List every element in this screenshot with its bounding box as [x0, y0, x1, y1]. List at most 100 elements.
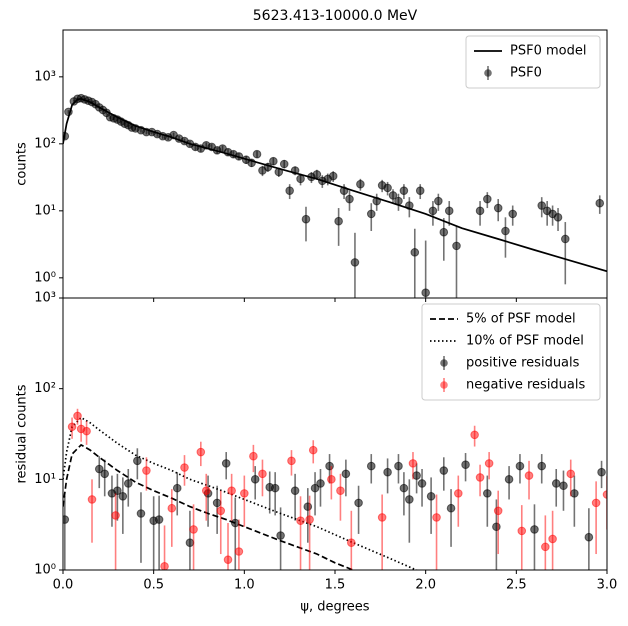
legend-label: positive residuals	[466, 356, 580, 371]
data-point	[285, 186, 294, 195]
data-point	[377, 513, 387, 522]
data-point	[230, 518, 240, 528]
data-point	[356, 179, 365, 189]
data-point	[274, 167, 284, 177]
data-point	[290, 486, 300, 495]
data-point	[405, 201, 414, 210]
data-point	[366, 209, 376, 219]
data-point	[570, 489, 579, 498]
data-point	[94, 464, 104, 474]
data-point	[383, 183, 392, 193]
data-point	[100, 469, 110, 479]
chart-title: 5623.413-10000.0 MeV	[253, 8, 418, 24]
data-point	[328, 171, 338, 181]
legend-label: PSF0	[510, 66, 542, 81]
data-point	[560, 234, 570, 244]
data-point	[524, 471, 534, 480]
data-point	[327, 475, 336, 484]
y-tick-label: 10³	[34, 69, 56, 84]
data-point	[347, 538, 356, 548]
data-point	[223, 555, 233, 564]
data-point	[508, 209, 518, 219]
data-point	[303, 502, 313, 511]
data-point	[111, 511, 120, 520]
data-point	[517, 526, 527, 536]
legend-marker	[440, 381, 448, 389]
data-point	[308, 445, 318, 455]
data-point	[305, 515, 314, 524]
y-tick-label: 10¹	[34, 203, 56, 218]
data-point	[584, 532, 594, 542]
data-point	[566, 469, 576, 479]
data-point	[515, 461, 525, 471]
data-point	[263, 162, 273, 172]
data-point	[136, 509, 146, 518]
data-point	[428, 206, 438, 216]
data-point	[310, 483, 320, 493]
data-point	[537, 201, 547, 210]
legend-label: 5% of PSF model	[466, 312, 576, 327]
data-point	[189, 525, 198, 534]
data-point	[287, 456, 296, 466]
plot-area	[63, 408, 607, 570]
data-point	[444, 206, 454, 216]
x-tick-label: 2.5	[506, 578, 527, 593]
x-tick-label: 0.0	[53, 578, 74, 593]
y-axis-label: counts	[15, 142, 30, 186]
data-point	[123, 479, 133, 488]
data-point	[234, 152, 244, 161]
data-point	[296, 174, 305, 184]
data-point	[372, 196, 382, 206]
data-point	[269, 156, 278, 166]
data-point	[290, 166, 300, 175]
y-tick-label: 10⁰	[34, 563, 56, 578]
data-point	[551, 479, 561, 488]
data-point	[63, 131, 70, 141]
data-point	[434, 196, 443, 206]
data-point	[432, 513, 441, 522]
data-point	[301, 214, 311, 224]
data-point	[133, 456, 142, 466]
data-point	[504, 475, 514, 484]
legend-label: 10% of PSF model	[466, 334, 584, 349]
data-point	[412, 471, 421, 480]
data-point	[383, 467, 392, 477]
data-point	[484, 459, 494, 468]
x-axis-label: ψ, degrees	[300, 600, 369, 615]
data-point	[167, 503, 177, 513]
data-point	[234, 547, 244, 556]
legend-box	[421, 303, 601, 401]
data-point	[67, 422, 77, 432]
data-point	[439, 227, 449, 237]
legend-label: PSF0 model	[510, 44, 586, 59]
data-point	[345, 194, 354, 204]
x-tick-label: 1.5	[325, 578, 346, 593]
data-point	[410, 248, 420, 257]
data-point	[399, 186, 409, 195]
data-point	[408, 459, 418, 468]
data-point	[399, 483, 409, 493]
y-axis-label: residual counts	[15, 384, 30, 483]
y-tick-label: 10¹	[34, 472, 56, 487]
data-point	[296, 516, 305, 525]
y-tick-label: 10³	[34, 291, 56, 306]
data-point	[426, 491, 436, 501]
data-point	[415, 186, 425, 195]
legend-box	[465, 35, 601, 89]
data-point	[316, 479, 325, 488]
data-point	[548, 534, 557, 544]
data-point	[530, 525, 539, 534]
data-point	[336, 486, 345, 495]
data-point	[63, 515, 70, 524]
data-point	[87, 495, 97, 504]
data-point	[354, 498, 363, 508]
data-point	[595, 198, 605, 208]
data-point	[154, 515, 164, 524]
data-point	[350, 258, 360, 267]
data-point	[446, 503, 456, 513]
data-point	[250, 475, 260, 484]
axes-frame	[62, 297, 608, 571]
data-point	[452, 241, 461, 251]
legend-marker	[484, 69, 492, 77]
